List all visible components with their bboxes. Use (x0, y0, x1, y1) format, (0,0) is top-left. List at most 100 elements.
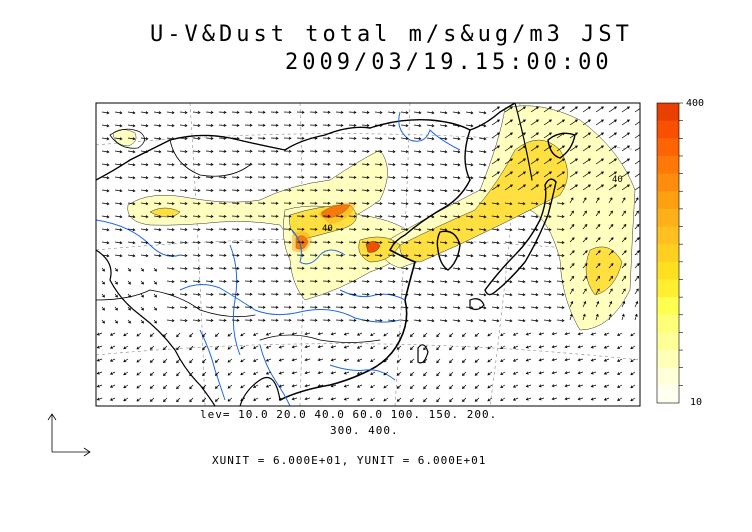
wind-arrow (153, 267, 157, 272)
wind-arrow (370, 345, 376, 349)
wind-arrow (166, 306, 175, 310)
wind-arrow (409, 332, 415, 337)
wind-arrow (449, 332, 454, 338)
wind-arrow (621, 288, 626, 295)
wind-arrow (543, 158, 552, 165)
wind-arrow (595, 250, 601, 256)
wind-arrow (374, 124, 383, 128)
wind-arrow (304, 332, 311, 336)
wind-arrow (283, 162, 292, 166)
wind-arrow (348, 266, 357, 270)
wind-arrow (413, 150, 422, 154)
wind-arrow (504, 119, 513, 126)
wind-arrow (439, 202, 448, 206)
wind-arrow (538, 358, 545, 362)
wind-arrow (244, 240, 253, 244)
wind-arrow (582, 158, 591, 165)
wind-arrow (426, 176, 435, 180)
wind-arrow (136, 384, 142, 389)
wind-arrow (123, 358, 129, 363)
wind-arrow (140, 111, 149, 115)
wind-arrow (582, 250, 588, 256)
wind-arrow (330, 397, 337, 401)
wind-arrow (426, 254, 435, 258)
wind-arrow (426, 241, 435, 245)
wind-arrow (101, 306, 105, 311)
wind-arrow (630, 332, 636, 337)
wind-arrow (383, 358, 389, 363)
wind-arrow (595, 145, 604, 152)
rivers (96, 111, 461, 406)
wind-arrow (465, 215, 474, 219)
wind-arrow (189, 397, 194, 403)
wind-arrow (322, 162, 331, 166)
wind-arrow (348, 149, 357, 153)
wind-arrow (474, 358, 480, 363)
wind-arrow (478, 176, 487, 180)
wind-arrow (517, 267, 526, 271)
wind-arrow (296, 227, 305, 231)
wind-arrow (270, 214, 279, 218)
wind-arrow (218, 305, 227, 309)
wind-arrow (465, 241, 474, 245)
wind-arrow (96, 384, 103, 388)
wind-arrow (556, 306, 565, 310)
wind-arrow (478, 306, 487, 310)
wind-arrow (413, 111, 422, 115)
wind-arrow (123, 345, 129, 350)
colorbar-segment (657, 226, 679, 245)
wind-arrow (127, 202, 136, 206)
wind-arrow (335, 136, 344, 140)
wind-arrow (551, 397, 558, 401)
wind-arrow (569, 171, 578, 178)
wind-arrow (525, 384, 532, 388)
wind-arrow (461, 384, 467, 389)
wind-arrow (330, 371, 337, 375)
wind-arrow (551, 332, 558, 336)
contour-levels-line2: 300. 400. (330, 424, 399, 437)
wind-arrow (374, 150, 383, 154)
wind-arrow (621, 119, 630, 126)
wind-arrow (348, 253, 357, 257)
wind-arrow (439, 163, 448, 167)
wind-arrow (426, 189, 435, 193)
wind-arrow (577, 345, 584, 349)
wind-arrow (283, 188, 292, 192)
wind-arrow (114, 176, 123, 180)
wind-arrow (439, 215, 448, 219)
wind-arrow (621, 106, 630, 113)
wind-arrow (270, 279, 279, 283)
wind-arrow (127, 215, 136, 219)
wind-arrow (257, 110, 266, 114)
wind-arrow (153, 228, 162, 232)
wind-arrow (569, 158, 578, 165)
wind-arrow (304, 358, 311, 362)
wind-arrow (617, 384, 623, 388)
wind-arrow (166, 254, 175, 258)
wind-arrow (361, 227, 370, 232)
wind-arrow (309, 227, 318, 231)
wind-arrow (127, 267, 131, 272)
wind-arrow (491, 184, 500, 191)
wind-vectors (96, 106, 640, 403)
wind-arrow (192, 305, 201, 310)
wind-arrow (153, 189, 162, 193)
wind-arrow (348, 110, 357, 114)
wind-arrow (556, 215, 565, 219)
wind-arrow (595, 210, 600, 217)
wind-arrow (465, 228, 474, 232)
wind-arrow (270, 162, 279, 166)
wind-arrow (569, 106, 578, 113)
wind-arrow (452, 163, 461, 167)
wind-arrow (387, 293, 396, 297)
wind-arrow (166, 176, 175, 180)
wind-arrow (136, 345, 142, 350)
wind-arrow (590, 345, 597, 349)
wind-arrow (543, 106, 552, 113)
wind-arrow (556, 145, 565, 152)
wind-arrow (101, 137, 110, 141)
wind-arrow (452, 254, 461, 258)
wind-arrow (400, 306, 409, 310)
wind-arrow (265, 332, 272, 336)
